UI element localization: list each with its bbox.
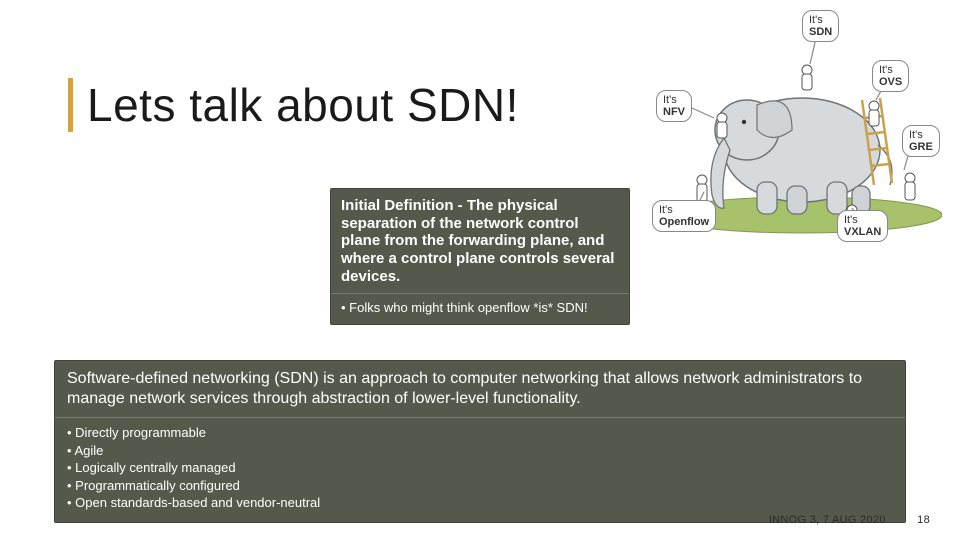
- sdn-bullets: Directly programmableAgileLogically cent…: [55, 417, 905, 522]
- speech-bubble: It'sNFV: [656, 90, 692, 122]
- sdn-bullet: Directly programmable: [67, 424, 893, 442]
- footer-page-number: 18: [917, 514, 930, 526]
- elephant-cartoon: It'sSDN It'sNFV It'sOVS It'sGRE It'sOpenflow…: [652, 10, 942, 235]
- sdn-bullet: Logically centrally managed: [67, 459, 893, 477]
- speech-bubble: It'sSDN: [802, 10, 839, 42]
- slide-footer: INNOG 3, 7 AUG 2020 18: [769, 514, 930, 526]
- speech-bubble: It'sGRE: [902, 125, 940, 157]
- sdn-bullet: Open standards-based and vendor-neutral: [67, 494, 893, 512]
- speech-bubble: It'sOVS: [872, 60, 909, 92]
- initial-definition-sub: • Folks who might think openflow *is* SD…: [331, 293, 629, 324]
- speech-bubble: It'sOpenflow: [652, 200, 716, 232]
- sdn-bullet: Agile: [67, 442, 893, 460]
- sdn-summary-text: Software-defined networking (SDN) is an …: [55, 361, 905, 417]
- title-accent-bar: Lets talk about SDN!: [68, 78, 519, 132]
- initial-definition-box: Initial Definition - The physical separa…: [330, 188, 630, 325]
- footer-event: INNOG 3, 7 AUG 2020: [769, 514, 886, 526]
- initial-definition-text: Initial Definition - The physical separa…: [331, 189, 629, 293]
- sdn-summary-box: Software-defined networking (SDN) is an …: [54, 360, 906, 523]
- sdn-bullet: Programmatically configured: [67, 477, 893, 495]
- speech-bubble: It'sVXLAN: [837, 210, 888, 242]
- slide-title: Lets talk about SDN!: [87, 78, 519, 132]
